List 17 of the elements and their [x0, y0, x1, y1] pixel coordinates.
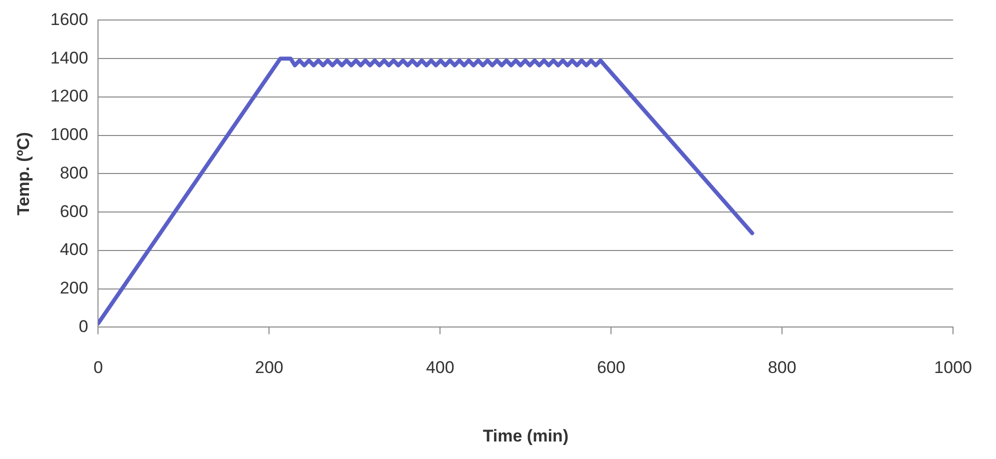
y-tick-label: 1400	[50, 48, 88, 68]
y-tick-label: 200	[60, 278, 88, 298]
y-tick-label: 800	[60, 163, 88, 182]
y-axis-title: Temp. (ºC)	[14, 132, 33, 216]
x-axis-title: Time (min)	[482, 426, 568, 446]
y-tick-label: 600	[60, 202, 88, 221]
x-tick-label: 1000	[934, 358, 972, 378]
x-tick-label: 0	[93, 358, 103, 378]
x-tick-label: 200	[255, 358, 284, 378]
y-tick-label: 0	[78, 316, 88, 336]
y-tick-label: 1200	[50, 86, 88, 106]
x-tick-label: 400	[426, 358, 454, 378]
y-tick-label: 1000	[50, 125, 88, 144]
y-tick-label: 1600	[50, 10, 88, 29]
x-tick-label: 600	[596, 358, 626, 378]
x-tick-label: 800	[768, 358, 796, 378]
y-tick-label: 400	[60, 240, 88, 260]
